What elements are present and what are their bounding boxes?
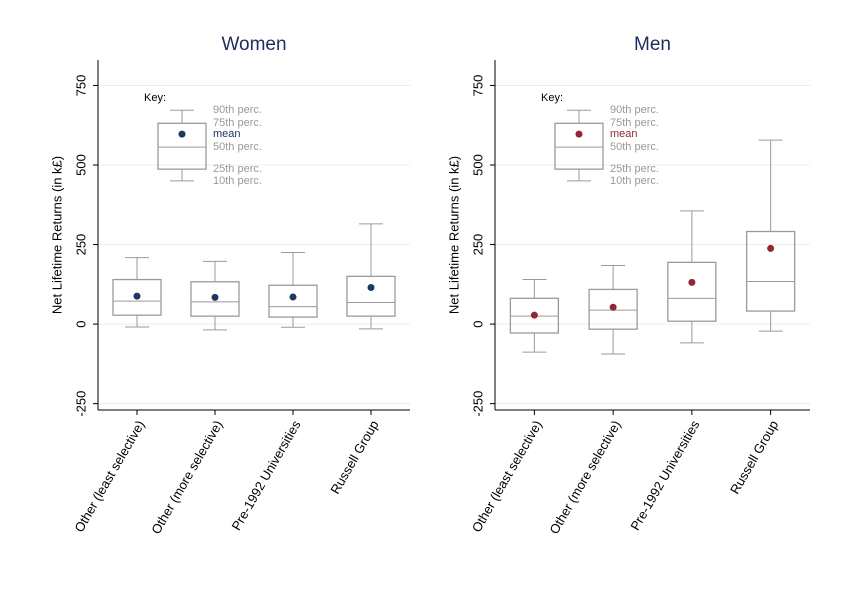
- x-tick-label: Other (least selective): [71, 418, 147, 535]
- box-mean: [688, 278, 696, 286]
- y-tick-label: 0: [470, 320, 485, 327]
- key-label: 50th perc.: [610, 141, 659, 153]
- y-tick-label: 0: [73, 320, 88, 327]
- box-box: [190, 281, 240, 317]
- box-mean: [289, 293, 297, 301]
- chart-title: Men: [634, 34, 671, 55]
- key-label: 90th perc.: [213, 104, 262, 116]
- x-tick-label: Pre-1992 Universities: [228, 417, 303, 533]
- key-label: mean: [610, 128, 638, 140]
- y-axis-label: Net Lifetime Returns (in k£): [49, 156, 64, 314]
- key-box-box: [157, 122, 207, 170]
- key-label: 90th perc.: [610, 104, 659, 116]
- box-box: [112, 278, 162, 316]
- x-tick-label: Other (least selective): [469, 418, 545, 535]
- box-box: [346, 275, 396, 317]
- key-box-mean: [178, 130, 186, 138]
- chart-title: Women: [221, 34, 286, 55]
- y-tick-label: 750: [73, 75, 88, 97]
- x-tick-label: Other (more selective): [148, 418, 225, 537]
- key-box-mean: [575, 130, 583, 138]
- box-mean: [530, 311, 538, 319]
- key-box-box: [554, 122, 604, 170]
- box-mean: [211, 293, 219, 301]
- x-tick-label: Russell Group: [327, 418, 381, 497]
- y-tick-label: 500: [73, 154, 88, 176]
- y-tick-label: -250: [470, 391, 485, 417]
- x-tick-label: Other (more selective): [546, 418, 623, 537]
- key-label: 10th perc.: [610, 175, 659, 187]
- y-tick-label: 250: [73, 234, 88, 256]
- key-title: Key:: [144, 92, 166, 104]
- box-box: [268, 284, 318, 318]
- box-box: [588, 288, 638, 330]
- key-label: 10th perc.: [213, 175, 262, 187]
- y-tick-label: 500: [470, 154, 485, 176]
- x-tick-label: Russell Group: [727, 418, 781, 497]
- x-tick-label: Pre-1992 Universities: [627, 417, 702, 533]
- key-label: mean: [213, 128, 241, 140]
- y-tick-label: 750: [470, 75, 485, 97]
- key-label: 75th perc.: [610, 117, 659, 129]
- key-label: 25th perc.: [610, 163, 659, 175]
- box-box: [745, 230, 796, 312]
- key-label: 75th perc.: [213, 117, 262, 129]
- box-mean: [609, 303, 617, 311]
- key-label: 50th perc.: [213, 141, 262, 153]
- box-mean: [367, 284, 375, 291]
- box-box: [667, 261, 717, 322]
- box-mean: [133, 292, 141, 300]
- y-axis-label: Net Lifetime Returns (in k£): [446, 156, 461, 314]
- y-tick-label: -250: [73, 391, 88, 417]
- box-mean: [767, 244, 775, 252]
- y-tick-label: 250: [470, 234, 485, 256]
- key-title: Key:: [541, 92, 563, 104]
- key-label: 25th perc.: [213, 163, 262, 175]
